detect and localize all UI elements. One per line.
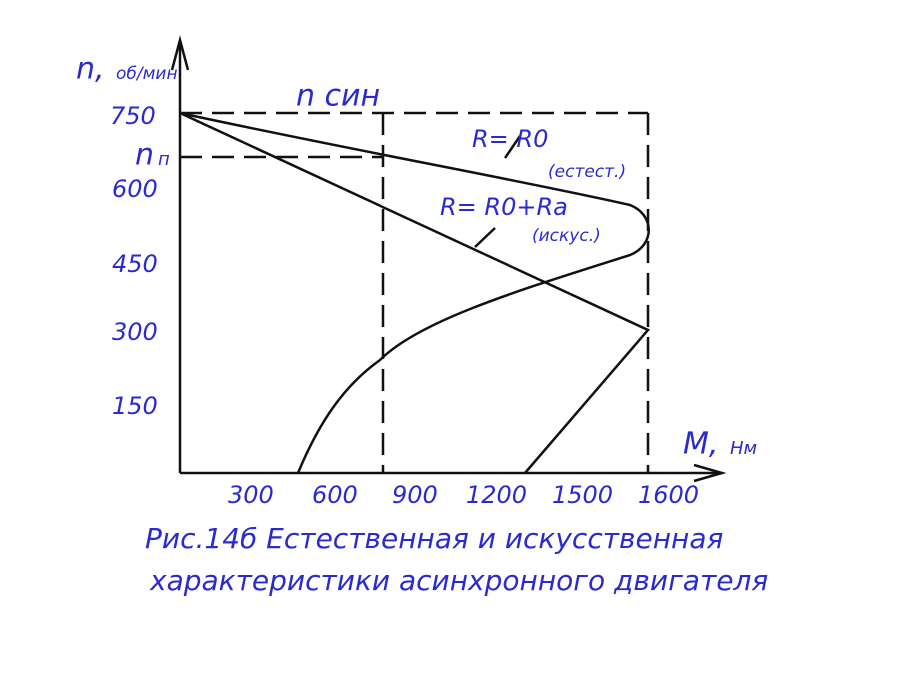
x-tick-label: 1200 xyxy=(466,481,527,509)
y-symbol: n, xyxy=(76,52,105,87)
y-tick-label: 300 xyxy=(112,318,158,346)
curve-label: R= R0 xyxy=(472,125,548,153)
x-tick-label: 900 xyxy=(392,481,438,509)
curve-label: R= R0+Ra xyxy=(440,193,568,221)
leader xyxy=(474,227,496,248)
n-sync: n син xyxy=(296,79,380,114)
y-unit: об/мин xyxy=(116,64,178,84)
curve-note: (искус.) xyxy=(532,226,601,246)
x-unit: Нм xyxy=(730,438,757,459)
caption: характеристики асинхронного двигателя xyxy=(149,564,768,597)
x-tick-label: 1600 xyxy=(638,481,699,509)
n-p: n xyxy=(135,138,154,173)
y-tick-label: 450 xyxy=(112,250,158,278)
x-tick-label: 1500 xyxy=(552,481,613,509)
x-tick-label: 600 xyxy=(312,481,358,509)
artificial-curve xyxy=(179,111,651,474)
curve-note: (естест.) xyxy=(548,162,626,182)
y-tick-label: 600 xyxy=(112,175,158,203)
y-arrow xyxy=(170,35,190,71)
x-arrow xyxy=(693,463,727,483)
y-tick-label: 150 xyxy=(112,392,158,420)
natural-curve xyxy=(179,111,650,474)
x-symbol: M, xyxy=(683,427,718,462)
leader xyxy=(503,135,522,159)
y-tick-label: 750 xyxy=(110,102,156,130)
x-tick-label: 300 xyxy=(228,481,274,509)
caption: Рис.14б Естественная и искусственная xyxy=(145,522,723,555)
n-p-sub: п xyxy=(158,149,170,170)
